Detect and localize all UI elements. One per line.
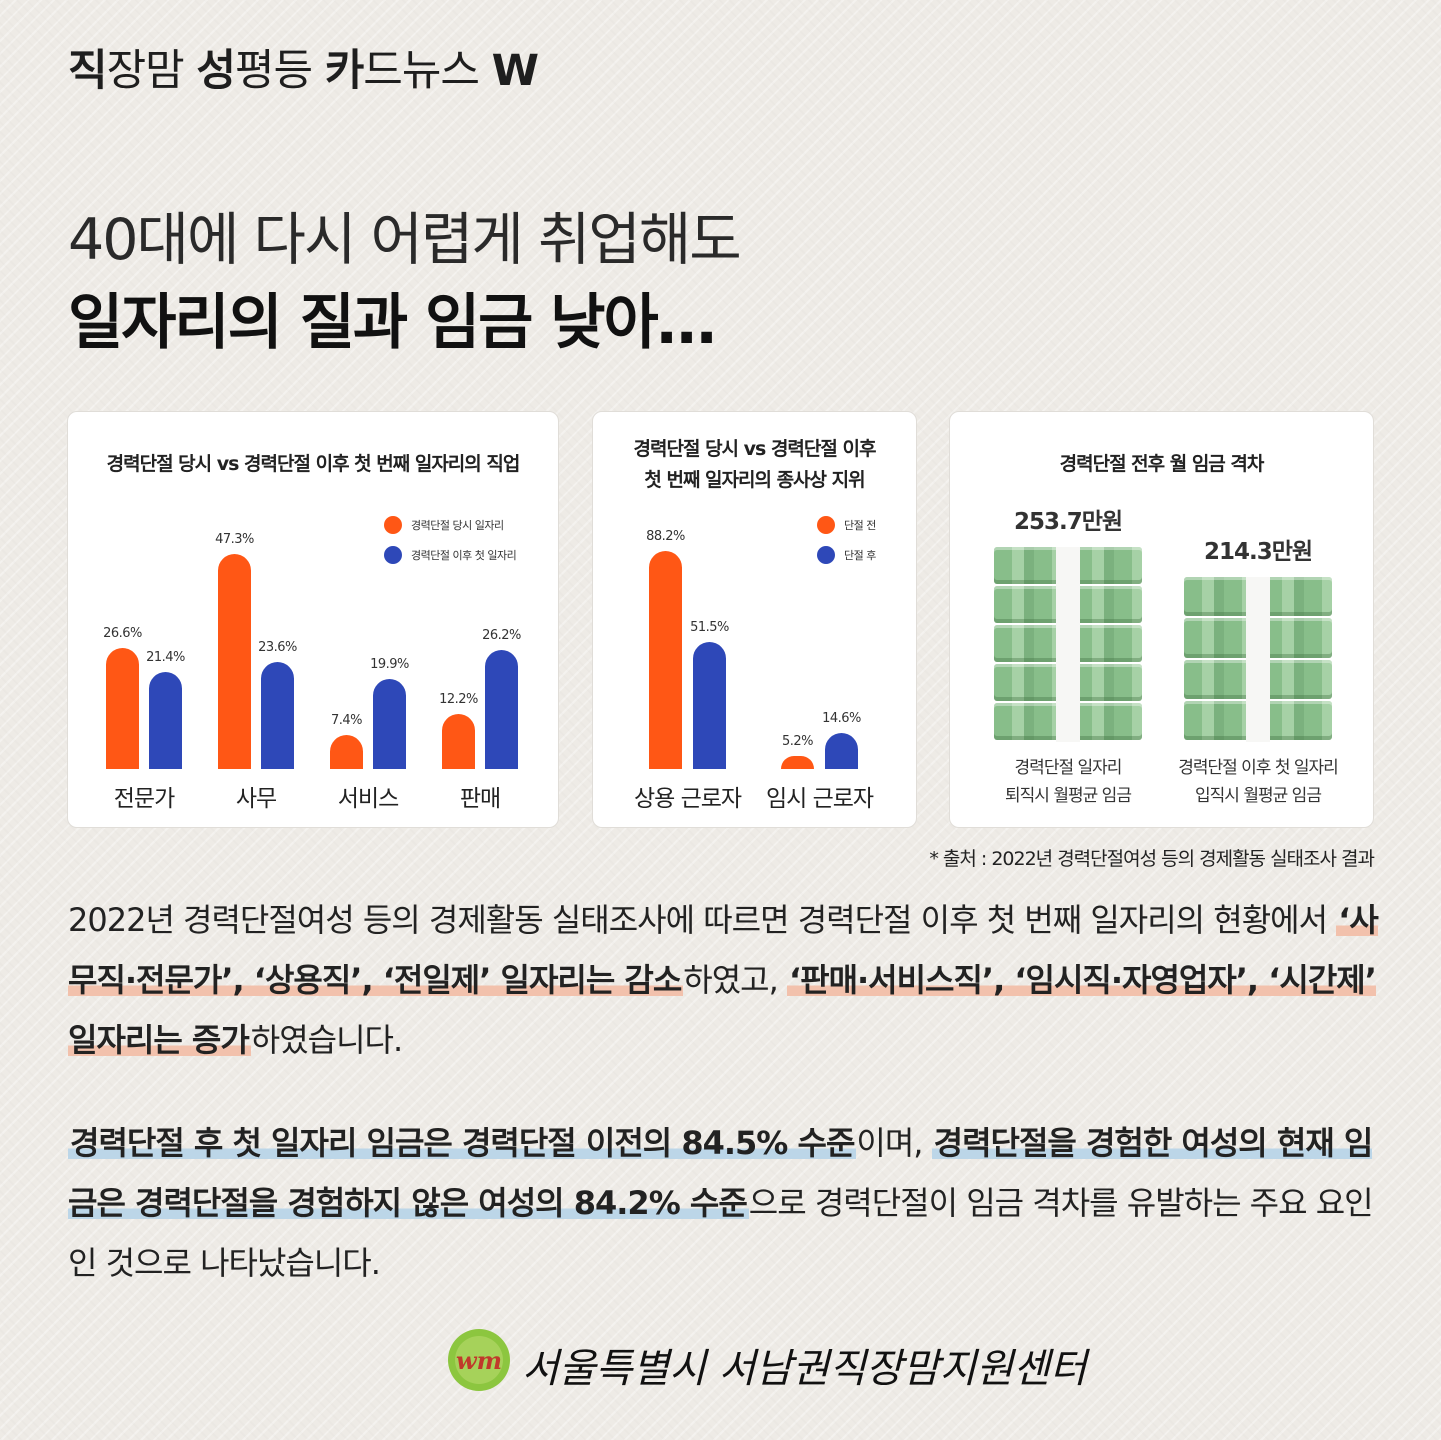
bar-after: [485, 650, 518, 769]
body-text: 하였습니다.: [250, 1021, 403, 1059]
legend-swatch-blue: [817, 546, 835, 564]
legend-label: 경력단절 이후 첫 일자리: [411, 549, 517, 562]
category-label: 전문가: [113, 786, 175, 812]
wage-amount: 253.7만원: [1013, 509, 1123, 535]
data-label: 23.6%: [258, 639, 297, 655]
series-title-part: 장맘: [106, 46, 197, 96]
money-band: [1056, 547, 1080, 742]
bar-before: [218, 554, 251, 769]
series-title-part: 직: [68, 46, 108, 96]
chart-title-line: 경력단절 전후 월 임금 격차: [1059, 453, 1265, 475]
legend-item-before: 경력단절 당시 일자리: [384, 516, 504, 534]
wage-caption-line: 경력단절 이후 첫 일자리: [1178, 758, 1339, 778]
chart-title: 경력단절 당시 vs 경력단절 이후 첫 번째 일자리의 종사상 지위: [593, 434, 916, 496]
body-text: 2022년 경력단절여성 등의 경제활동 실태조사에 따르면 경력단절 이후 첫…: [68, 901, 1337, 939]
chart-card-employment-status: 경력단절 당시 vs 경력단절 이후 첫 번째 일자리의 종사상 지위 단절 전…: [592, 411, 917, 828]
bar-after: [825, 732, 858, 769]
paragraph-career-break-jobs: 2022년 경력단절여성 등의 경제활동 실태조사에 따르면 경력단절 이후 첫…: [68, 890, 1379, 1070]
wage-caption-line: 입직시 월평균 임금: [1195, 786, 1322, 806]
wage-caption-line: 퇴직시 월평균 임금: [1005, 786, 1132, 806]
data-label: 7.4%: [330, 713, 363, 729]
legend-swatch-orange: [817, 516, 835, 534]
data-label: 21.4%: [146, 649, 185, 665]
wage-caption-line: 경력단절 일자리: [1014, 758, 1123, 778]
body-text: 으로 경력단절이 임금 격차를 유발하는 주요 요인인 것으로 나타났습니다.: [68, 1184, 1374, 1282]
legend-swatch-orange: [384, 516, 402, 534]
series-title-part: 드뉴스: [363, 46, 492, 96]
legend-item-after: 단절 후: [817, 546, 876, 564]
category-label: 상용 근로자: [633, 786, 742, 812]
data-label: 47.3%: [215, 532, 254, 548]
data-label: 51.5%: [690, 619, 729, 635]
center-name: 서울특별시 서남권직장맘지원센터: [522, 1346, 1087, 1392]
chart-title: 경력단절 전후 월 임금 격차: [950, 449, 1373, 480]
bar-after: [261, 661, 294, 769]
series-title-part: 평등: [234, 46, 325, 96]
body-text: 하였고,: [683, 961, 787, 999]
chart-title-line: 첫 번째 일자리의 종사상 지위: [644, 469, 865, 491]
bar-after: [693, 641, 726, 769]
category-label: 사무: [235, 786, 277, 812]
bar-before: [106, 648, 139, 769]
bar-after: [149, 671, 182, 769]
legend-swatch-blue: [384, 546, 402, 564]
legend-item-after: 경력단절 이후 첫 일자리: [384, 546, 517, 564]
chart-title-line: 경력단절 당시 vs 경력단절 이후: [633, 438, 877, 460]
bar-before: [442, 713, 475, 769]
series-title-part: 성: [196, 46, 236, 96]
source-note: * 출처 : 2022년 경력단절여성 등의 경제활동 실태조사 결과: [929, 848, 1375, 870]
money-stack: [1184, 577, 1332, 742]
center-logo-icon: wm: [448, 1329, 510, 1391]
headline-line-2: 일자리의 질과 임금 낮아…: [68, 288, 717, 358]
highlighted-text: 경력단절 후 첫 일자리 임금은 경력단절 이전의 84.5% 수준: [68, 1124, 857, 1162]
legend-label: 경력단절 당시 일자리: [411, 519, 504, 532]
data-label: 19.9%: [370, 656, 409, 672]
bar-before: [649, 550, 682, 769]
category-label: 서비스: [337, 786, 399, 812]
chart-title: 경력단절 당시 vs 경력단절 이후 첫 번째 일자리의 직업: [68, 449, 558, 480]
chart-title-line: 경력단절 당시 vs 경력단절 이후 첫 번째 일자리의 직업: [106, 453, 521, 475]
data-label: 5.2%: [781, 734, 814, 750]
chart-card-occupation: 경력단절 당시 vs 경력단절 이후 첫 번째 일자리의 직업 경력단절 당시 …: [67, 411, 559, 828]
data-label: 26.6%: [103, 626, 142, 642]
legend-label: 단절 후: [844, 549, 876, 562]
money-stack: [994, 547, 1142, 742]
bar-before: [781, 756, 814, 769]
headline: 40대에 다시 어렵게 취업해도 일자리의 질과 임금 낮아…: [68, 200, 742, 366]
body-text: 이며,: [856, 1124, 932, 1162]
bar-before: [330, 735, 363, 769]
logo-text: wm: [456, 1346, 502, 1375]
series-title: 직장맘 성평등 카드뉴스 W: [68, 36, 539, 98]
legend-label: 단절 전: [844, 519, 876, 532]
data-label: 12.2%: [439, 691, 478, 707]
data-label: 26.2%: [482, 628, 521, 644]
bar-after: [373, 678, 406, 769]
legend-item-before: 단절 전: [817, 516, 876, 534]
data-label: 88.2%: [646, 528, 685, 544]
series-title-part: 카: [324, 46, 365, 96]
headline-line-1: 40대에 다시 어렵게 취업해도: [68, 207, 742, 273]
paragraph-wage-gap: 경력단절 후 첫 일자리 임금은 경력단절 이전의 84.5% 수준이며, 경력…: [68, 1113, 1378, 1293]
data-label: 14.6%: [822, 710, 861, 726]
category-label: 임시 근로자: [765, 786, 874, 812]
series-title-part: W: [491, 46, 539, 96]
wage-amount: 214.3만원: [1203, 539, 1313, 566]
money-band: [1246, 577, 1270, 742]
category-label: 판매: [459, 786, 501, 812]
